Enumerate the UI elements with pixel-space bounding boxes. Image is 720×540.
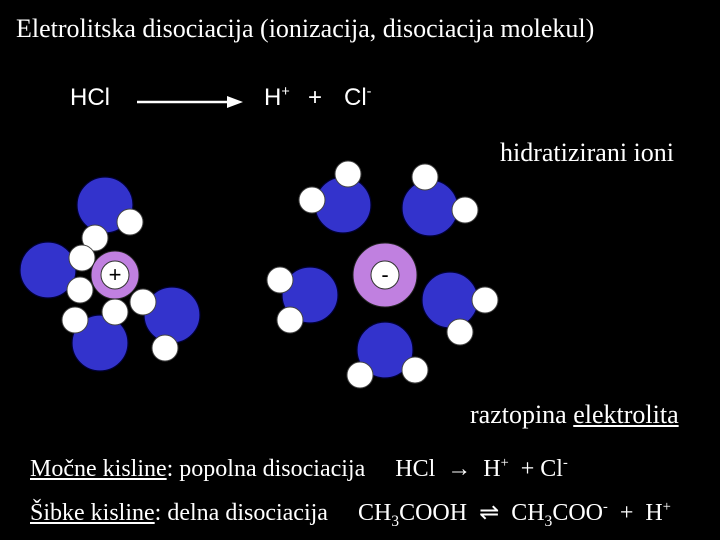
slide-root: Eletrolitska disociacija (ionizacija, di…	[0, 0, 720, 540]
svg-text:+: +	[109, 262, 122, 287]
equilibrium-arrow-icon: ⇌	[479, 500, 499, 526]
arrow-icon: →	[447, 456, 471, 482]
strong-acids-line: Močne kisline: popolna disociacija HCl →…	[30, 456, 568, 483]
weak-acids-line: Šibke kisline: delna disociacija CH3COOH…	[30, 498, 671, 527]
label-electrolyte-solution: raztopina elektrolita	[470, 400, 679, 430]
svg-text:-: -	[381, 262, 388, 287]
